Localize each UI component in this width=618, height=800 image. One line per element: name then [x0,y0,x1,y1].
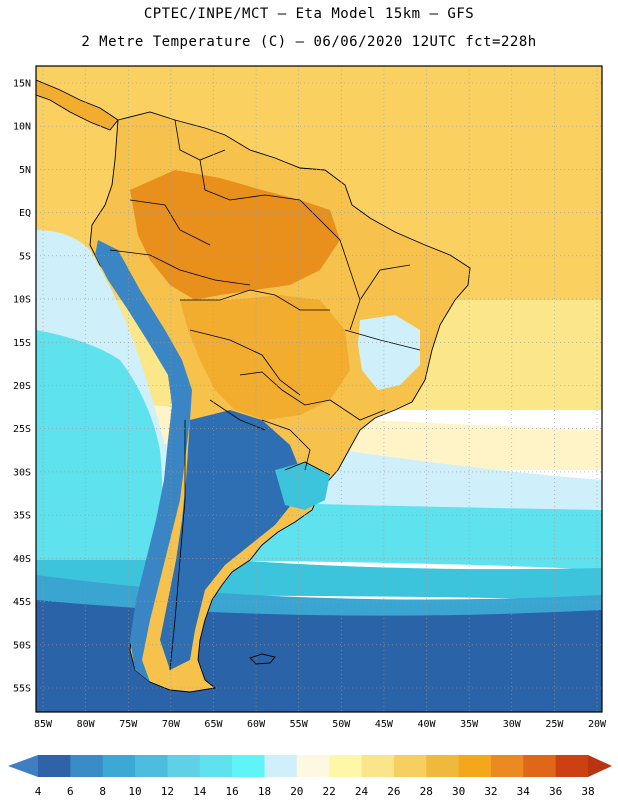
falkland-islands [249,653,276,665]
latitude-tick-label: 10N [13,122,31,133]
colorbar-swatch [329,755,362,777]
colorbar-swatch [458,755,492,777]
longitude-tick-label: 20W [588,719,607,730]
latitude-tick-label: 45S [13,597,31,608]
colorbar-swatch [426,755,459,777]
pacific-cyan-zone [36,330,163,560]
latitude-tick-label: 10S [13,295,31,306]
colorbar-tick-label: 12 [161,785,174,798]
colorbar-swatch [38,755,71,777]
colorbar-swatch [296,755,330,777]
colorbar-tick-label: 24 [355,785,369,798]
longitude-tick-label: 80W [77,719,96,730]
colorbar-tick-label: 6 [67,785,74,798]
colorbar-tick-label: 28 [420,785,433,798]
temperature-colorbar [8,755,612,777]
andes-cold-strip [95,240,192,682]
colorbar-swatch [102,755,136,777]
colorbar-tick-label: 16 [225,785,238,798]
longitude-tick-label: 85W [34,719,53,730]
longitude-tick-label: 70W [162,719,181,730]
colorbar-tick-label: 4 [35,785,42,798]
latitude-tick-label: 25S [13,424,31,435]
uruguay-cool-zone [275,462,330,510]
colorbar-tick-label: 22 [323,785,336,798]
colorbar-tick-label: 10 [128,785,141,798]
central-warm-zone [180,295,350,420]
map-frame [35,65,603,713]
latitude-tick-label: 50S [13,640,31,651]
country-borders [109,119,421,671]
colorbar-tick-label: 36 [549,785,562,798]
latitude-tick-label: 30S [13,467,31,478]
colorbar-tick-label: 32 [484,785,497,798]
colorbar-swatch [167,755,201,777]
map-title: CPTEC/INPE/MCT – Eta Model 15km – GFS [143,6,475,22]
latitude-tick-label: 15N [13,79,31,90]
amazon-hot-zone [130,170,340,300]
longitude-tick-label: 75W [119,719,138,730]
colorbar-swatch [490,755,524,777]
colorbar-swatch [70,755,104,777]
longitude-tick-label: 60W [247,719,266,730]
colorbar-tick-label: 30 [452,785,465,798]
colorbar-tick-label: 26 [387,785,400,798]
longitude-tick-label: 65W [204,719,223,730]
colorbar-swatch [361,755,395,777]
latitude-tick-label: 40S [13,554,31,565]
colorbar-tick-label: 38 [581,785,594,798]
highland-cool-zone [358,315,420,390]
southern-cone-cool [160,410,300,670]
ocean-deep-band [36,600,602,712]
colorbar-swatch [393,755,427,777]
latitude-labels: 15N 10N 5N EQ 5S 10S 15S 20S 25S 30S 35S 40S 45S 50S 5… [13,79,31,695]
central-america-land [36,79,119,131]
colorbar-swatch [199,755,233,777]
colorbar-labels: 4 6 8 10 12 14 16 18 20 22 24 26 28 30 32 34 36 38 [35,785,595,798]
colorbar-swatch [135,755,168,777]
latitude-tick-label: 35S [13,511,31,522]
latitude-tick-label: EQ [19,208,31,219]
longitude-tick-label: 35W [460,719,479,730]
longitude-tick-label: 45W [375,719,394,730]
colorbar-tick-label: 34 [517,785,531,798]
colorbar-swatch [264,755,298,777]
map-field [36,66,602,712]
latitude-tick-label: 55S [13,684,31,695]
longitude-tick-label: 25W [545,719,564,730]
colorbar-swatch [523,755,557,777]
longitude-tick-label: 40W [418,719,437,730]
latitude-tick-label: 20S [13,381,31,392]
colorbar-low-arrow [8,755,38,777]
longitude-tick-label: 50W [332,719,351,730]
colorbar-swatch [555,755,589,777]
colorbar-tick-label: 14 [193,785,207,798]
colorbar-tick-label: 20 [290,785,303,798]
map-subtitle: 2 Metre Temperature (C) – 06/06/2020 12U… [81,34,537,50]
latitude-tick-label: 5N [19,165,31,176]
latitude-tick-label: 5S [19,251,31,262]
colorbar-high-arrow [588,755,612,777]
colorbar-tick-label: 18 [258,785,271,798]
longitude-tick-label: 55W [290,719,309,730]
colorbar-swatch [232,755,265,777]
longitude-labels: 85W 80W 75W 70W 65W 60W 55W 50W 45W 40W 35W 30W 25W 2… [34,719,607,730]
colorbar-tick-label: 8 [99,785,106,798]
latitude-tick-label: 15S [13,338,31,349]
longitude-tick-label: 30W [503,719,522,730]
